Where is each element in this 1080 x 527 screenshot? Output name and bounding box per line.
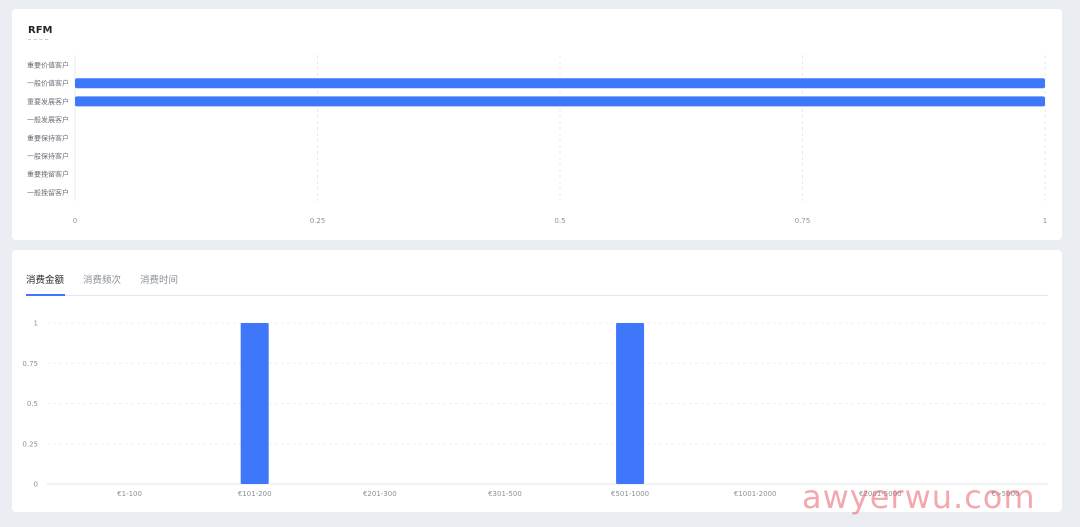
y-tick-label: 0 xyxy=(34,481,38,489)
category-label: 重要挽留客户 xyxy=(27,170,69,179)
x-tick-label: 0.5 xyxy=(554,217,565,225)
category-label: 重要价值客户 xyxy=(27,61,69,70)
amount-bar xyxy=(616,323,645,484)
rfm-bar xyxy=(75,78,1045,89)
x-tick-label: 0.25 xyxy=(310,217,326,225)
category-label: €501-1000 xyxy=(611,490,649,498)
tab-frequency[interactable]: 消费频次 xyxy=(83,275,122,286)
rfm-card: RFM 0 0.25 0.5 0.75 1 重要价值客户 一般价值客户 重要发展客户 一般发展客… xyxy=(12,9,1062,240)
rfm-title-underline xyxy=(28,39,48,40)
tab-active-indicator xyxy=(26,294,65,296)
category-label: 重要发展客户 xyxy=(27,97,69,106)
tab-time[interactable]: 消费时间 xyxy=(140,275,179,286)
category-label: 一般挽留客户 xyxy=(27,188,69,197)
x-tick-label: 0.75 xyxy=(795,217,811,225)
category-label: 一般发展客户 xyxy=(27,115,69,124)
rfm-title: RFM xyxy=(28,25,53,36)
category-label: €101-200 xyxy=(238,490,272,498)
category-label: €>5000 xyxy=(991,490,1019,498)
category-label: 重要保持客户 xyxy=(27,133,69,142)
category-label: 一般保持客户 xyxy=(27,152,69,161)
category-label: €1-100 xyxy=(117,490,142,498)
y-tick-label: 0.25 xyxy=(22,440,38,448)
y-tick-label: 1 xyxy=(34,320,38,328)
amount-bar xyxy=(240,323,269,484)
category-label: €201-300 xyxy=(363,490,397,498)
x-tick-label: 1 xyxy=(1043,217,1047,225)
distribution-card: 消费金额 消费频次 消费时间 0 0.25 0.5 0.75 1 €1-100 €101-2… xyxy=(12,250,1062,512)
x-tick-label: 0 xyxy=(73,217,77,225)
category-label: €2001-5000 xyxy=(859,490,902,498)
y-tick-label: 0.75 xyxy=(22,360,38,368)
rfm-bar xyxy=(75,96,1045,107)
category-label: €1001-2000 xyxy=(734,490,777,498)
amount-chart: 0 0.25 0.5 0.75 1 €1-100 €101-200 €201-300 €301-… xyxy=(22,320,1048,498)
rfm-chart: 0 0.25 0.5 0.75 1 重要价值客户一般价值客户重要发展客户一般发展客户重要保… xyxy=(27,55,1047,225)
category-label: €301-500 xyxy=(488,490,522,498)
category-label: 一般价值客户 xyxy=(27,79,69,88)
y-tick-label: 0.5 xyxy=(27,400,38,408)
tab-amount[interactable]: 消费金额 xyxy=(26,275,65,286)
tab-bar: 消费金额 消费频次 消费时间 xyxy=(26,272,1048,296)
